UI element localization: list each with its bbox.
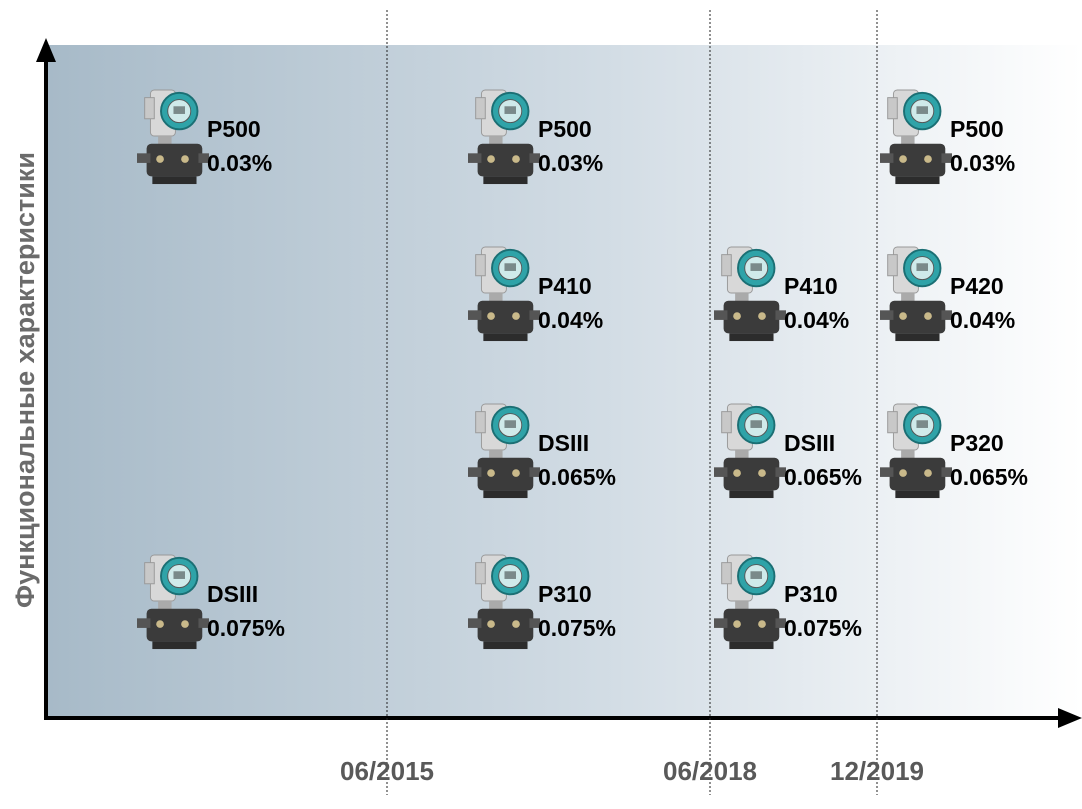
device-accuracy: 0.03% xyxy=(207,150,272,176)
device-accuracy: 0.075% xyxy=(207,615,285,641)
y-axis-label: Функциональные характеристики xyxy=(10,152,40,608)
device-name: P500 xyxy=(950,116,1004,142)
device-name: P420 xyxy=(950,273,1004,299)
device-accuracy: 0.03% xyxy=(950,150,1015,176)
device-accuracy: 0.065% xyxy=(538,464,616,490)
device-name: P500 xyxy=(538,116,592,142)
device-accuracy: 0.065% xyxy=(950,464,1028,490)
device-accuracy: 0.065% xyxy=(784,464,862,490)
device-name: DSIII xyxy=(207,581,258,607)
device-name: DSIII xyxy=(784,430,835,456)
device-name: P310 xyxy=(538,581,592,607)
device-accuracy: 0.04% xyxy=(784,307,849,333)
device-name: P310 xyxy=(784,581,838,607)
device-accuracy: 0.03% xyxy=(538,150,603,176)
device-accuracy: 0.04% xyxy=(538,307,603,333)
device-name: P320 xyxy=(950,430,1004,456)
date-label: 06/2015 xyxy=(340,756,434,786)
diagram: Функциональные характеристики 06/2015 06/… xyxy=(0,0,1082,804)
device-accuracy: 0.075% xyxy=(784,615,862,641)
device-accuracy: 0.075% xyxy=(538,615,616,641)
device-name: P410 xyxy=(784,273,838,299)
date-label: 12/2019 xyxy=(830,756,924,786)
device-name: P410 xyxy=(538,273,592,299)
device-name: DSIII xyxy=(538,430,589,456)
date-label: 06/2018 xyxy=(663,756,757,786)
device-accuracy: 0.04% xyxy=(950,307,1015,333)
device-name: P500 xyxy=(207,116,261,142)
